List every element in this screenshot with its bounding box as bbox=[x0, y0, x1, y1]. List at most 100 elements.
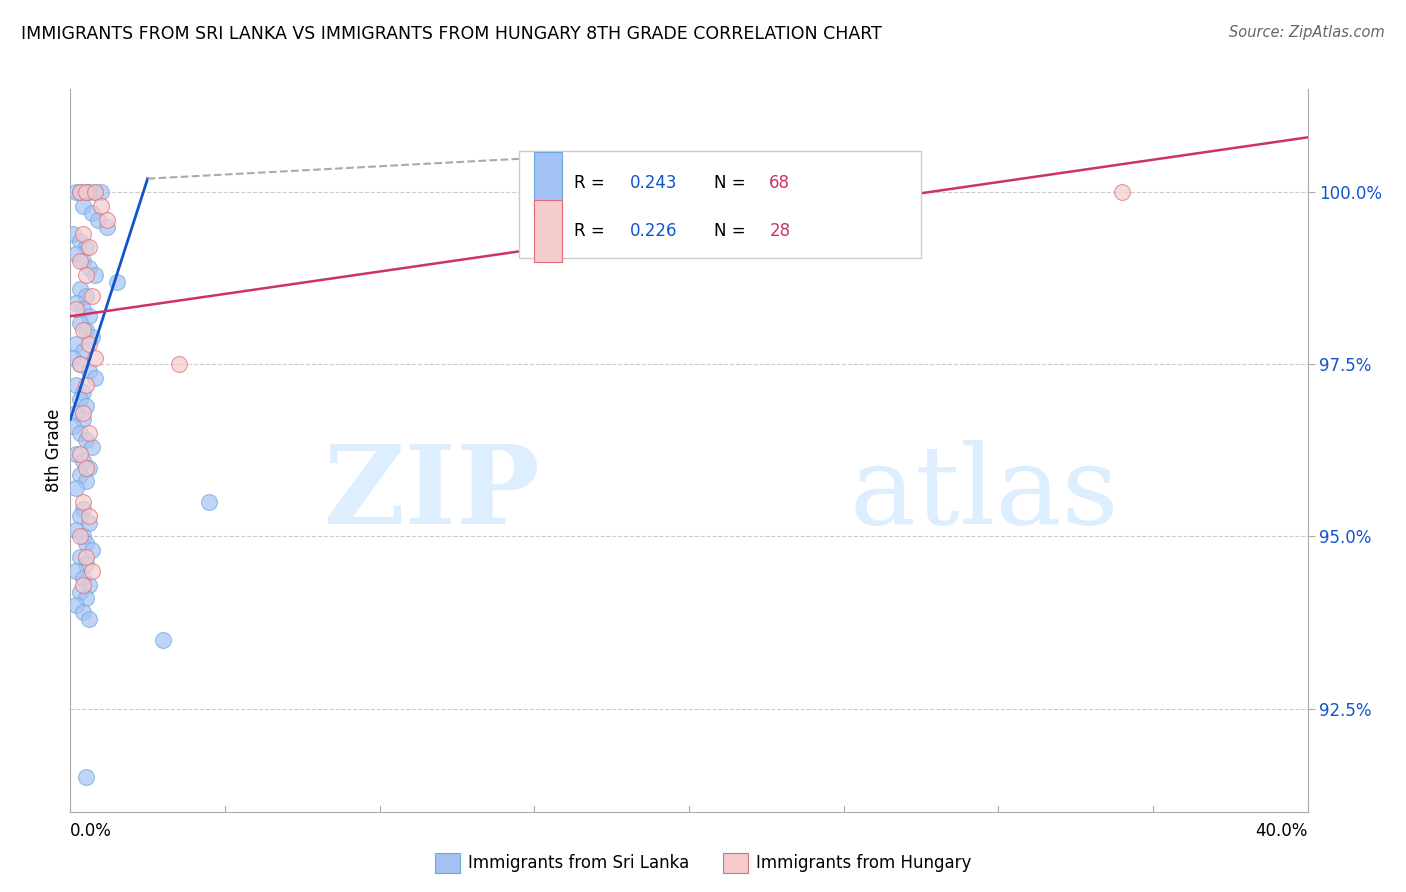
Text: N =: N = bbox=[714, 222, 751, 240]
Point bbox=[77, 261, 100, 276]
Point bbox=[65, 599, 87, 613]
Point bbox=[69, 316, 91, 330]
Point bbox=[77, 612, 100, 626]
Text: 28: 28 bbox=[769, 222, 790, 240]
Point bbox=[75, 550, 97, 565]
Point bbox=[96, 219, 118, 234]
Point bbox=[77, 310, 100, 324]
Point bbox=[80, 543, 103, 558]
Point bbox=[75, 770, 97, 784]
Point bbox=[69, 508, 91, 523]
Point bbox=[72, 384, 94, 399]
Point bbox=[105, 275, 128, 289]
Point bbox=[1111, 186, 1133, 200]
Point bbox=[80, 288, 103, 302]
Point bbox=[65, 447, 87, 461]
Point bbox=[75, 460, 97, 475]
Point bbox=[65, 186, 87, 200]
Point bbox=[75, 557, 97, 571]
Point bbox=[77, 577, 100, 591]
Point bbox=[72, 495, 94, 509]
Text: 0.226: 0.226 bbox=[630, 222, 678, 240]
Point bbox=[84, 186, 107, 200]
Point bbox=[69, 392, 91, 406]
Point bbox=[65, 302, 87, 317]
Point bbox=[72, 454, 94, 468]
Point bbox=[65, 564, 87, 578]
Point bbox=[77, 460, 100, 475]
Point bbox=[75, 399, 97, 413]
Point bbox=[65, 481, 87, 495]
Point bbox=[72, 227, 94, 241]
Text: R =: R = bbox=[575, 222, 610, 240]
Bar bbox=[534, 200, 562, 262]
Text: atlas: atlas bbox=[849, 441, 1119, 548]
Point bbox=[75, 268, 97, 282]
Point bbox=[65, 247, 87, 261]
Y-axis label: 8th Grade: 8th Grade bbox=[45, 409, 63, 492]
Text: 0.243: 0.243 bbox=[630, 174, 678, 192]
Point bbox=[90, 199, 112, 213]
Point bbox=[80, 206, 103, 220]
Point bbox=[72, 199, 94, 213]
Point bbox=[65, 336, 87, 351]
Point bbox=[77, 364, 100, 378]
Point bbox=[69, 584, 91, 599]
Point bbox=[72, 502, 94, 516]
Point bbox=[87, 213, 110, 227]
Point bbox=[69, 358, 91, 372]
Point bbox=[72, 577, 94, 591]
Point bbox=[72, 412, 94, 426]
Point bbox=[90, 186, 112, 200]
Point bbox=[62, 227, 84, 241]
Point bbox=[84, 268, 107, 282]
Point bbox=[75, 323, 97, 337]
Bar bbox=[519, 151, 921, 258]
Point bbox=[69, 426, 91, 441]
Point bbox=[65, 295, 87, 310]
Point bbox=[69, 447, 91, 461]
Point bbox=[77, 508, 100, 523]
Point bbox=[65, 523, 87, 537]
Point bbox=[72, 406, 94, 420]
Point bbox=[75, 186, 97, 200]
Point bbox=[77, 516, 100, 530]
Point bbox=[77, 426, 100, 441]
Point bbox=[75, 240, 97, 254]
Text: IMMIGRANTS FROM SRI LANKA VS IMMIGRANTS FROM HUNGARY 8TH GRADE CORRELATION CHART: IMMIGRANTS FROM SRI LANKA VS IMMIGRANTS … bbox=[21, 25, 882, 43]
Point bbox=[62, 351, 84, 365]
Point bbox=[65, 406, 87, 420]
Point bbox=[80, 330, 103, 344]
Point bbox=[72, 571, 94, 585]
Point bbox=[77, 240, 100, 254]
Point bbox=[72, 605, 94, 619]
Point bbox=[198, 495, 221, 509]
Point bbox=[75, 433, 97, 447]
Text: Source: ZipAtlas.com: Source: ZipAtlas.com bbox=[1229, 25, 1385, 40]
Point bbox=[84, 186, 107, 200]
Point bbox=[84, 371, 107, 385]
Point bbox=[69, 186, 91, 200]
Point bbox=[167, 358, 190, 372]
Point bbox=[75, 288, 97, 302]
Point bbox=[69, 234, 91, 248]
Point bbox=[69, 358, 91, 372]
Point bbox=[72, 343, 94, 358]
Point bbox=[80, 440, 103, 454]
Point bbox=[69, 467, 91, 482]
Text: N =: N = bbox=[714, 174, 751, 192]
Point bbox=[75, 378, 97, 392]
Point bbox=[72, 254, 94, 268]
Point bbox=[69, 550, 91, 565]
Point bbox=[69, 254, 91, 268]
Text: ZIP: ZIP bbox=[323, 441, 540, 548]
Point bbox=[152, 632, 174, 647]
Point bbox=[62, 419, 84, 434]
Point bbox=[72, 323, 94, 337]
Point bbox=[69, 186, 91, 200]
Point bbox=[77, 186, 100, 200]
Point bbox=[96, 213, 118, 227]
Point bbox=[75, 591, 97, 606]
Point bbox=[72, 529, 94, 543]
Point bbox=[80, 564, 103, 578]
